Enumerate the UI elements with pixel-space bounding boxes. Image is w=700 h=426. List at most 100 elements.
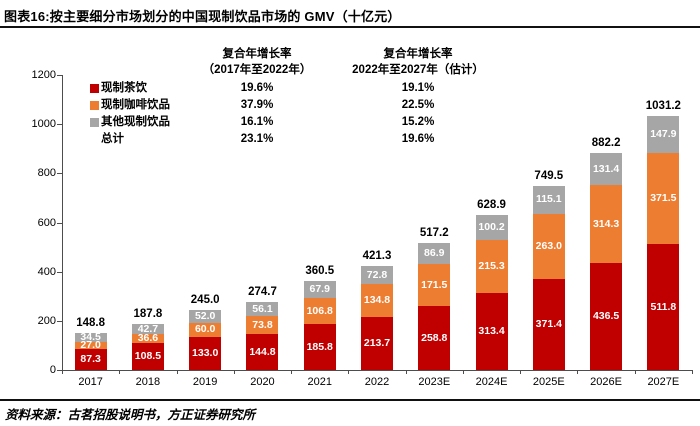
- bar-segment-label: 258.8: [421, 331, 448, 344]
- x-axis-label: 2019: [192, 376, 218, 388]
- bar-segment-label: 73.8: [252, 318, 273, 331]
- bar-segment-2017: [74, 341, 107, 349]
- bar-segment-2023E: [418, 306, 451, 370]
- legend-label: 现制茶饮: [101, 82, 147, 94]
- bar-segment-2025E: [532, 185, 565, 215]
- bar-segment-2024E: [475, 240, 508, 293]
- legend-header-line: 2022年至2027年（估计）: [352, 64, 484, 76]
- legend-header-line: 复合年增长率: [222, 48, 292, 60]
- y-tick-mark: [57, 75, 62, 76]
- y-tick-mark: [57, 124, 62, 126]
- bar-segment-label: 87.3: [80, 352, 101, 365]
- bar-segment-label: 106.8: [306, 304, 333, 317]
- x-axis-label: 2026E: [590, 376, 622, 388]
- bar-segment-2020: [246, 334, 279, 370]
- y-tick-mark: [57, 320, 62, 322]
- bar-segment-label: 133.0: [192, 347, 219, 360]
- bar-total-label: 148.8: [76, 317, 106, 330]
- footer-divider: [0, 399, 700, 401]
- y-tick-mark: [57, 222, 62, 224]
- legend-header-row: 复合年增长率 （2017年至2022年） 复合年增长率 2022年至2027年（…: [90, 46, 504, 78]
- other-color-swatch: [90, 118, 99, 127]
- bar-total-label: 360.5: [305, 265, 335, 278]
- bar-segment-2019: [189, 337, 222, 370]
- legend-row-total: 总计 23.1% 19.6%: [90, 131, 504, 148]
- x-tick-mark: [176, 370, 178, 374]
- bar-segment-2027E: [647, 152, 680, 245]
- legend-value: 19.6%: [401, 133, 435, 145]
- bar-segment-2022: [361, 284, 393, 318]
- x-axis: [58, 370, 692, 371]
- legend-header-cagr-2022-2027: 复合年增长率 2022年至2027年（估计）: [332, 46, 504, 78]
- legend-header-line: （2017年至2022年）: [202, 64, 312, 76]
- bar-segment-label: 371.5: [650, 192, 677, 205]
- bar-segment-label: 108.5: [134, 350, 162, 363]
- bar-segment-label: 34.5: [80, 331, 101, 344]
- bar-segment-label: 144.8: [249, 345, 276, 358]
- bar-segment-2022: [361, 266, 393, 285]
- bar-segment-2017: [74, 333, 107, 342]
- source-text: 资料来源：古茗招股说明书，方正证券研究所: [5, 408, 256, 422]
- coffee-color-swatch: [90, 101, 99, 110]
- tea-color-swatch: [90, 84, 99, 93]
- bar-segment-label: 134.8: [363, 294, 391, 307]
- y-tick-label: 1000: [31, 118, 56, 131]
- legend: 复合年增长率 （2017年至2022年） 复合年增长率 2022年至2027年（…: [90, 46, 504, 148]
- bar-segment-2024E: [475, 215, 508, 241]
- y-tick-mark: [57, 271, 62, 273]
- y-tick-label: 800: [37, 167, 56, 180]
- x-axis-label: 2020: [250, 376, 275, 388]
- bar-total-label: 421.3: [362, 250, 392, 263]
- bar-segment-2020: [246, 316, 279, 335]
- bar-segment-label: 72.8: [366, 268, 388, 281]
- bar-segment-2026E: [590, 262, 623, 370]
- legend-header-cagr-2017-2022: 复合年增长率 （2017年至2022年）: [182, 46, 332, 78]
- bar-segment-2019: [189, 322, 222, 338]
- bar-segment-label: 313.4: [478, 324, 505, 337]
- x-tick-mark: [348, 370, 350, 374]
- bar-segment-label: 314.3: [592, 217, 620, 230]
- x-tick-mark: [462, 370, 464, 374]
- bar-segment-label: 371.4: [535, 317, 562, 330]
- bar-segment-2021: [303, 324, 336, 370]
- bar-segment-label: 115.1: [535, 193, 562, 206]
- bar-total-label: 245.0: [190, 293, 220, 306]
- bar-segment-2026E: [590, 153, 623, 186]
- y-tick-label: 0: [49, 364, 56, 376]
- bar-segment-2018: [131, 334, 164, 344]
- bar-segment-2017: [74, 348, 107, 370]
- bar-segment-label: 36.6: [137, 332, 159, 345]
- legend-value: 19.6%: [240, 82, 274, 94]
- bar-segment-label: 100.2: [478, 221, 505, 234]
- bar-segment-label: 171.5: [421, 278, 448, 291]
- bar-segment-label: 263.0: [535, 239, 562, 252]
- legend-value: 19.1%: [401, 82, 435, 94]
- bar-segment-label: 185.8: [306, 340, 333, 353]
- y-tick-label: 600: [37, 216, 56, 229]
- bar-segment-label: 511.8: [650, 300, 677, 313]
- bar-segment-label: 27.0: [80, 338, 101, 351]
- legend-value: 16.1%: [240, 116, 274, 128]
- x-axis-label: 2024E: [475, 376, 508, 388]
- legend-row-coffee: 现制咖啡饮品 37.9% 22.5%: [90, 97, 504, 114]
- x-tick-mark: [405, 370, 407, 374]
- x-axis-label: 2022: [364, 376, 390, 388]
- legend-row-tea: 现制茶饮 19.6% 19.1%: [90, 80, 504, 97]
- x-axis-label: 2017: [78, 376, 103, 388]
- bar-segment-2018: [131, 343, 164, 370]
- x-tick-mark: [119, 370, 121, 374]
- y-axis: [62, 75, 63, 371]
- bar-segment-label: 131.4: [592, 162, 620, 175]
- x-tick-mark: [291, 370, 293, 374]
- y-tick-label: 200: [37, 314, 56, 327]
- bar-segment-label: 213.7: [363, 337, 391, 350]
- bar-segment-2019: [189, 309, 222, 323]
- legend-label: 总计: [101, 133, 124, 145]
- bar-total-label: 1031.2: [645, 100, 681, 113]
- bar-segment-label: 60.0: [194, 323, 216, 336]
- x-axis-label: 2023E: [418, 376, 451, 388]
- bar-segment-label: 56.1: [252, 302, 273, 315]
- bar-segment-2018: [131, 323, 164, 335]
- legend-value: 22.5%: [401, 99, 435, 111]
